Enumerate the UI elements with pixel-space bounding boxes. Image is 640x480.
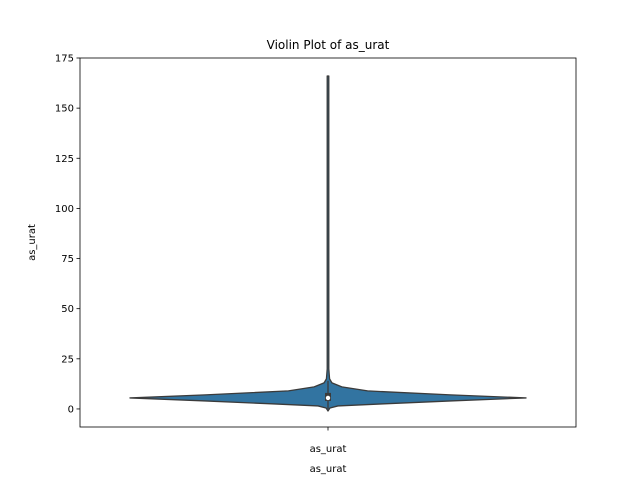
violin-body (129, 75, 527, 412)
y-tick-label: 25 (61, 354, 74, 365)
y-tick-label: 0 (68, 404, 74, 415)
y-tick-label: 100 (55, 204, 74, 215)
y-tick-label: 125 (55, 154, 74, 165)
y-axis: 0 25 50 75 100 125 150 175 (55, 54, 80, 415)
x-tick-label: as_urat (310, 444, 347, 455)
chart-title: Violin Plot of as_urat (267, 38, 390, 52)
x-axis-title: as_urat (310, 464, 347, 475)
y-tick-label: 50 (61, 304, 74, 315)
y-tick-label: 175 (55, 54, 74, 65)
plot-area (129, 75, 527, 412)
violin-median (325, 395, 331, 401)
y-tick-label: 150 (55, 104, 74, 115)
y-axis-title: as_urat (27, 224, 38, 261)
x-axis: as_urat (310, 427, 347, 455)
y-tick-label: 75 (61, 254, 74, 265)
